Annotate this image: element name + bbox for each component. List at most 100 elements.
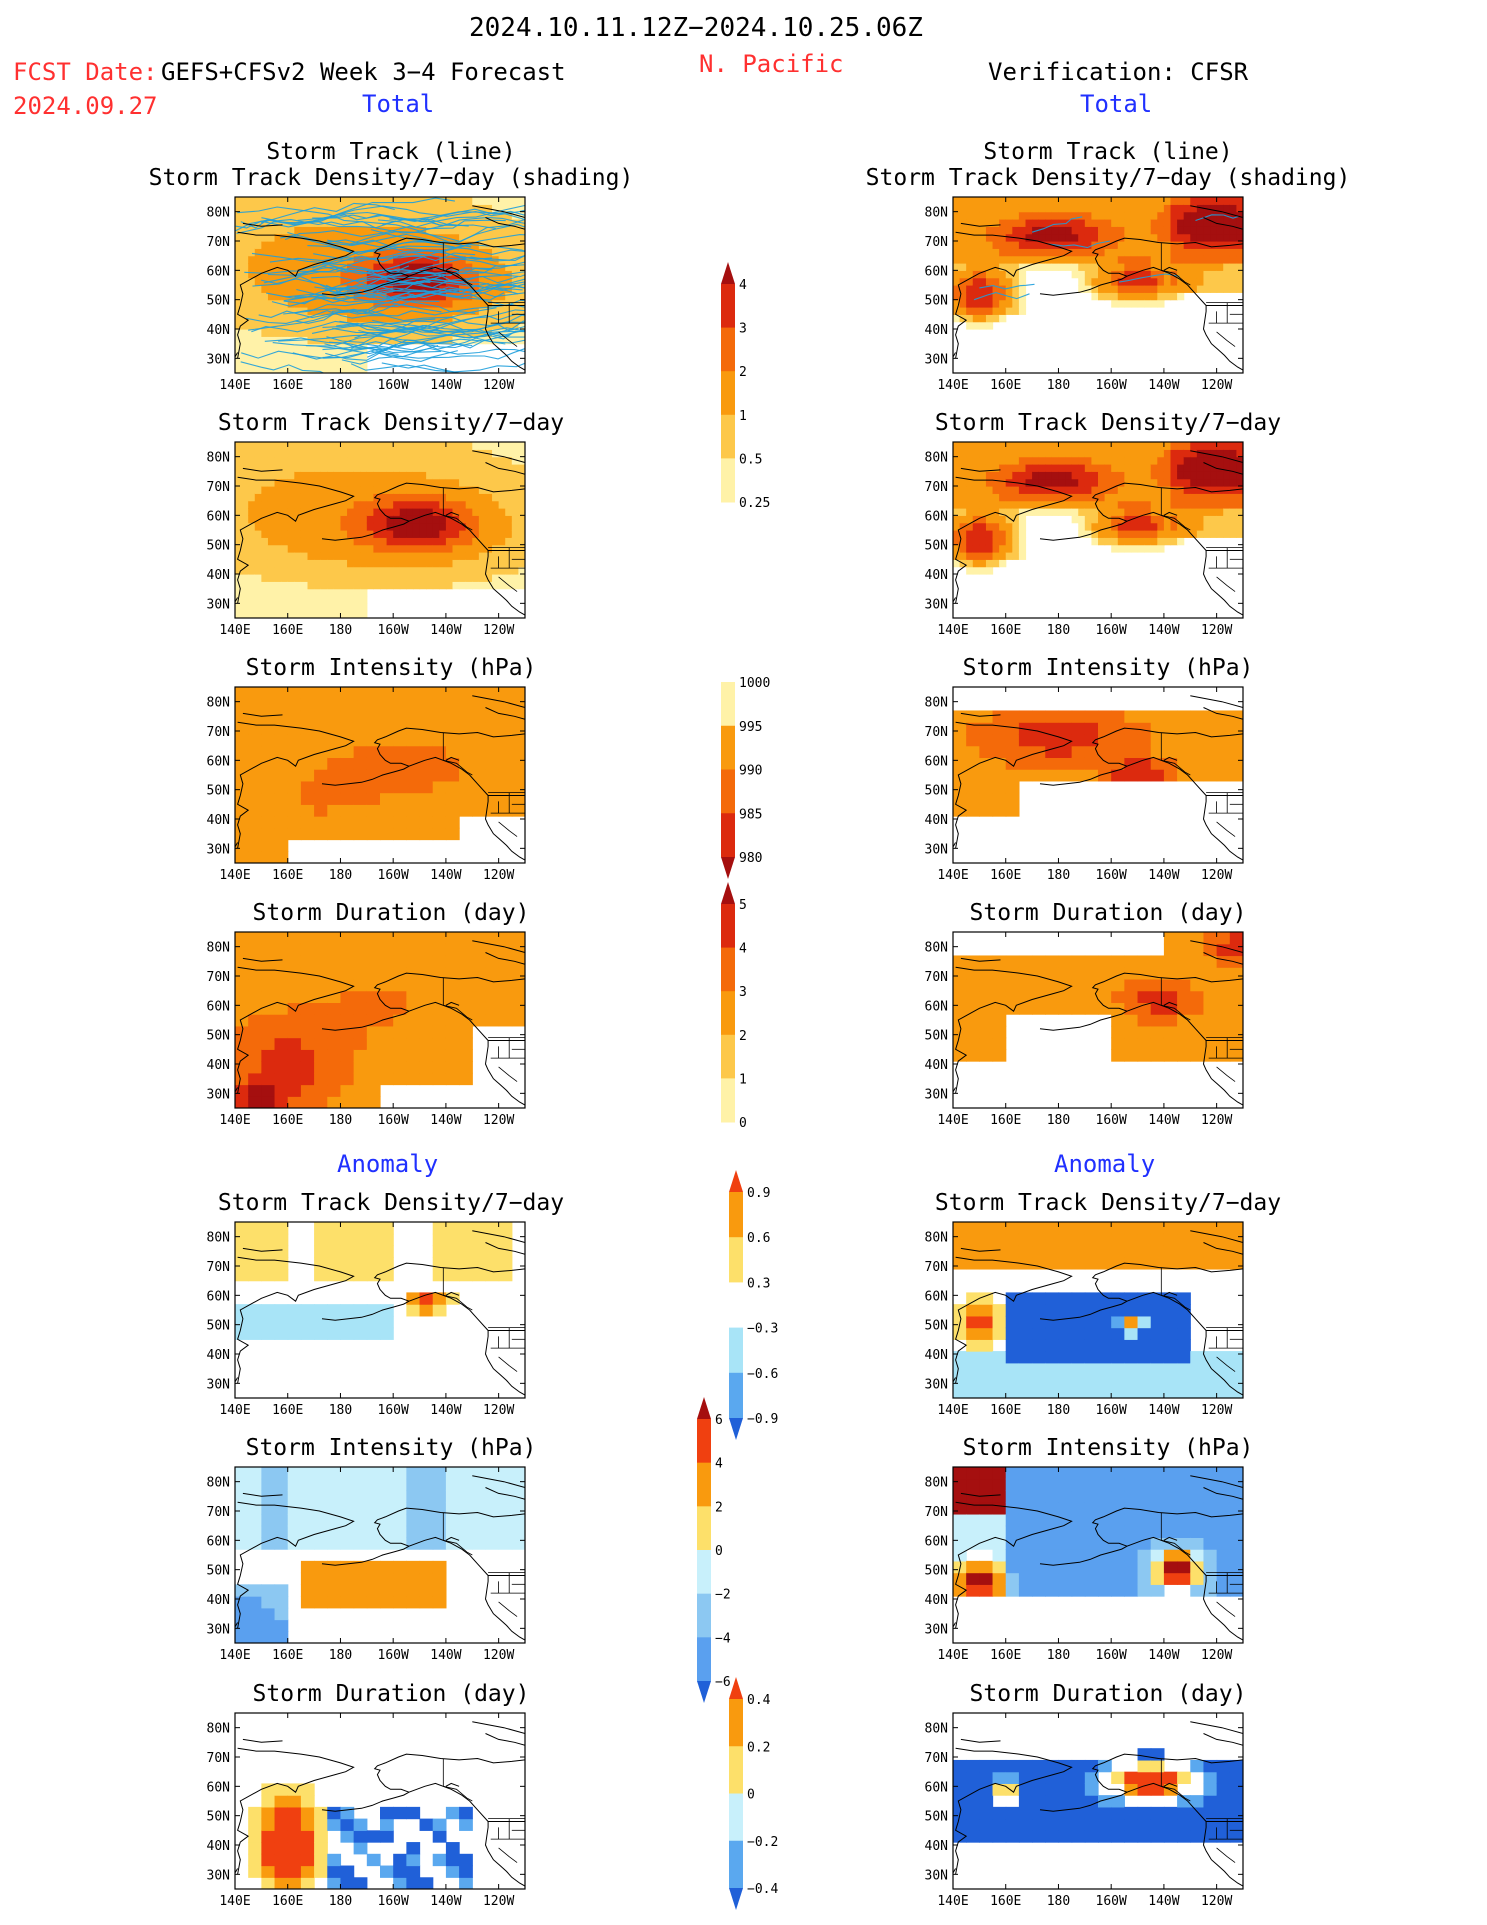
grid-cell <box>261 1877 276 1889</box>
grid-cell <box>360 522 368 531</box>
grid-cell <box>1098 241 1106 249</box>
storm-track-line <box>284 219 506 241</box>
grid-cell <box>1071 449 1079 458</box>
grid-cell <box>314 990 328 1003</box>
grid-cell <box>261 1222 276 1235</box>
grid-cell <box>1111 299 1119 308</box>
grid-cell <box>1150 255 1158 264</box>
grid-cell <box>966 522 974 531</box>
grid-cell <box>1190 456 1198 465</box>
grid-cell <box>274 442 282 450</box>
grid-cell <box>472 285 480 293</box>
grid-cell <box>432 211 440 220</box>
grid-cell <box>432 515 440 524</box>
grid-cell <box>373 493 381 502</box>
grid-cell <box>992 285 1000 293</box>
grid-cell <box>353 1025 368 1039</box>
grid-cell <box>314 1233 328 1247</box>
grid-cell <box>459 990 473 1003</box>
grid-cell <box>992 478 1000 487</box>
grid-cell <box>1144 493 1152 502</box>
grid-cell <box>426 508 434 516</box>
grid-cell <box>1084 277 1093 286</box>
grid-cell <box>485 336 493 345</box>
grid-cell <box>478 581 487 590</box>
grid-cell <box>985 522 994 531</box>
coastline <box>1039 266 1207 306</box>
grid-cell <box>366 1596 381 1609</box>
grid-cell <box>1203 464 1211 472</box>
grid-cell <box>472 277 480 286</box>
grid-cell <box>966 299 974 308</box>
map-frame <box>234 1221 526 1399</box>
grid-cell <box>300 277 309 286</box>
grid-cell <box>1190 211 1198 220</box>
grid-cell <box>959 478 967 487</box>
grid-cell <box>492 248 500 257</box>
grid-cell <box>452 508 460 516</box>
grid-cell <box>1196 508 1205 516</box>
grid-cell <box>465 456 473 465</box>
grid-cell <box>459 1877 473 1889</box>
grid-cell <box>235 610 243 618</box>
grid-cell <box>353 1304 368 1317</box>
grid-cell <box>478 197 487 205</box>
grid-cell <box>248 314 256 323</box>
grid-cell <box>1018 500 1027 509</box>
grid-cell <box>472 943 487 957</box>
grid-cell <box>419 769 434 782</box>
grid-cell <box>314 321 322 330</box>
grid-cell <box>953 449 961 458</box>
coastline <box>960 467 1001 472</box>
y-tick-label: 60N <box>207 509 230 524</box>
grid-cell <box>373 464 381 472</box>
grid-cell <box>1018 544 1027 553</box>
grid-cell <box>406 314 414 323</box>
grid-cell <box>498 1002 513 1015</box>
grid-cell <box>1229 522 1238 531</box>
grid-cell <box>992 314 1000 323</box>
grid-cell <box>347 596 355 604</box>
grid-cell <box>1098 769 1112 782</box>
grid-cell <box>340 1572 355 1585</box>
x-tick-label: 160W <box>1096 868 1127 883</box>
grid-cell <box>966 710 980 723</box>
grid-cell <box>1177 471 1185 480</box>
grid-cell <box>1111 270 1119 279</box>
grid-cell <box>386 500 394 509</box>
grid-cell <box>1137 197 1145 205</box>
grid-cell <box>287 365 295 373</box>
grid-cell <box>518 329 525 337</box>
grid-cell <box>966 566 974 575</box>
grid-cell <box>340 1002 355 1015</box>
coastline <box>472 1230 525 1243</box>
grid-cell <box>1098 211 1106 220</box>
grid-cell <box>511 1537 525 1550</box>
grid-cell <box>380 1245 394 1258</box>
coastline <box>485 952 525 965</box>
grid-cell <box>254 456 262 465</box>
grid-cell <box>985 493 994 502</box>
y-tick-label: 70N <box>207 1505 230 1520</box>
grid-cell <box>999 486 1007 494</box>
grid-cell <box>287 827 302 841</box>
grid-cell <box>366 1327 381 1340</box>
grid-cell <box>235 442 243 450</box>
grid-cell <box>959 552 967 560</box>
grid-cell <box>426 241 434 249</box>
grid-cell <box>472 698 487 712</box>
grid-cell <box>235 336 243 345</box>
x-tick-label: 140W <box>430 1403 461 1418</box>
y-tick-label: 60N <box>207 1534 230 1549</box>
grid-cell <box>340 566 348 575</box>
grid-cell <box>498 211 506 220</box>
grid-cell <box>1098 493 1106 502</box>
grid-cell <box>241 211 249 220</box>
map-frame <box>234 686 526 864</box>
grid-cell <box>261 1584 276 1597</box>
grid-cell <box>505 508 513 516</box>
grid-cell <box>340 1865 355 1878</box>
grid-cell <box>366 559 375 568</box>
grid-cell <box>1071 486 1079 494</box>
grid-cell <box>327 358 335 367</box>
